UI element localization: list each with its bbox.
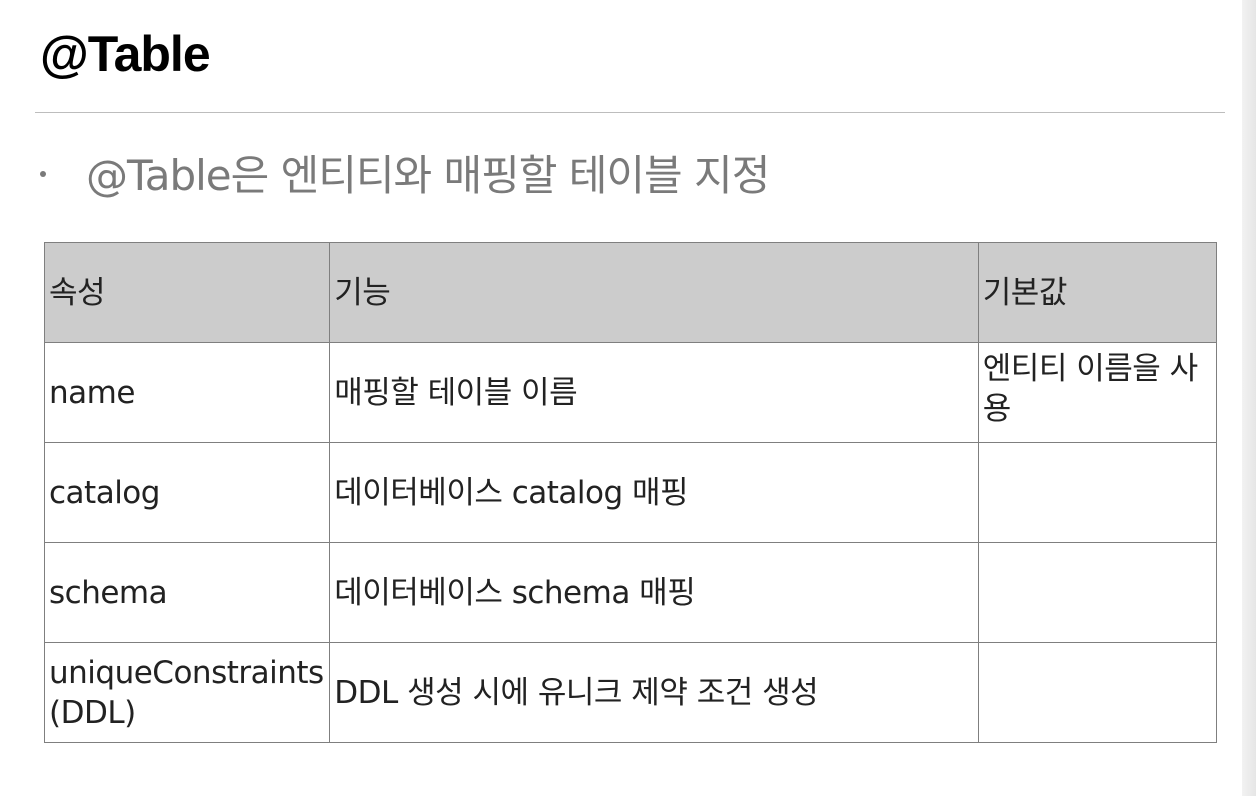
cell-function: 매핑할 테이블 이름 xyxy=(329,342,979,443)
cell-default xyxy=(977,542,1218,643)
bullet-dot-icon xyxy=(40,171,46,177)
table-row: catalog 데이터베이스 catalog 매핑 xyxy=(43,442,1218,543)
cell-attribute: schema xyxy=(43,542,331,643)
table-row: name 매핑할 테이블 이름 엔티티 이름을 사용 xyxy=(43,342,1218,443)
table-row: uniqueConstraints (DDL) DDL 생성 시에 유니크 제약… xyxy=(43,642,1218,743)
page-title: @Table xyxy=(40,26,211,82)
cell-function: 데이터베이스 schema 매핑 xyxy=(329,542,979,643)
slide-edge xyxy=(1242,0,1256,796)
cell-default xyxy=(977,642,1218,743)
cell-function: DDL 생성 시에 유니크 제약 조건 생성 xyxy=(329,642,979,743)
table-header-row: 속성 기능 기본값 xyxy=(43,242,1218,343)
cell-attribute: uniqueConstraints (DDL) xyxy=(43,642,331,743)
cell-attribute: name xyxy=(43,342,331,443)
header-default: 기본값 xyxy=(977,242,1218,343)
attribute-table: 속성 기능 기본값 name 매핑할 테이블 이름 엔티티 이름을 사용 cat… xyxy=(43,242,1218,743)
header-function: 기능 xyxy=(329,242,979,343)
cell-function: 데이터베이스 catalog 매핑 xyxy=(329,442,979,543)
cell-attribute: catalog xyxy=(43,442,331,543)
title-divider xyxy=(35,112,1225,113)
bullet-item: @Table은 엔티티와 매핑할 테이블 지정 xyxy=(40,142,770,202)
cell-default: 엔티티 이름을 사용 xyxy=(977,342,1218,443)
bullet-text: @Table은 엔티티와 매핑할 테이블 지정 xyxy=(86,150,770,200)
header-attribute: 속성 xyxy=(43,242,331,343)
cell-default xyxy=(977,442,1218,543)
table-row: schema 데이터베이스 schema 매핑 xyxy=(43,542,1218,643)
